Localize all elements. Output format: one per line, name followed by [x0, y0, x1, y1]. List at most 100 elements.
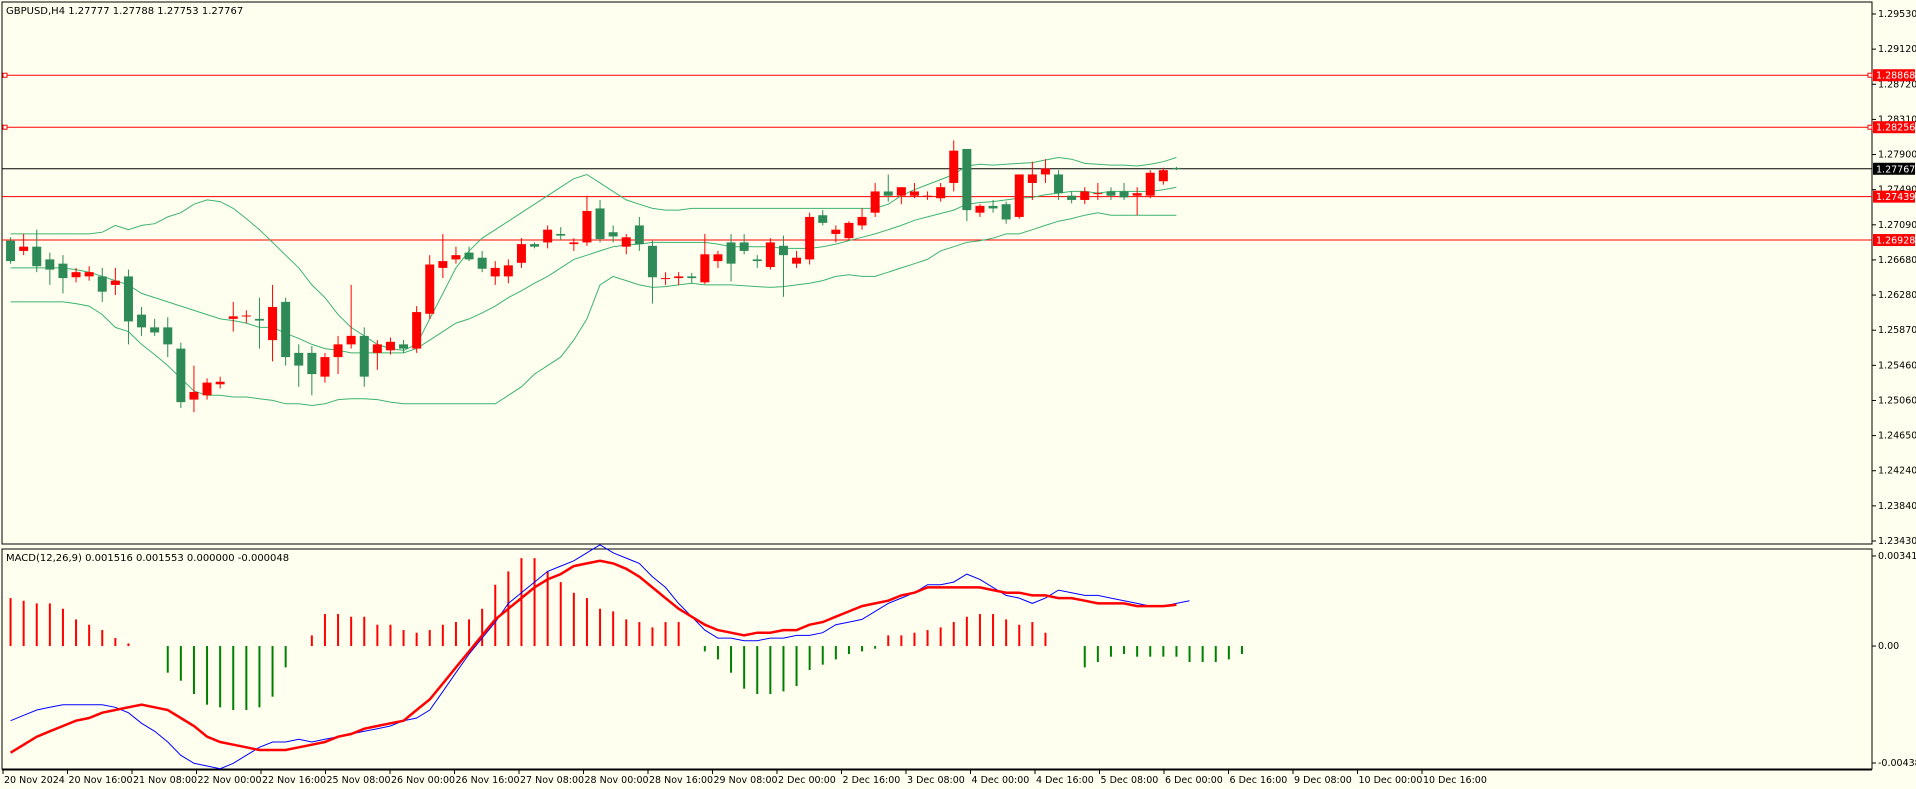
candle-body[interactable]: [320, 357, 330, 377]
candle-body[interactable]: [765, 242, 775, 268]
candle-body[interactable]: [896, 187, 906, 196]
candle-body[interactable]: [294, 352, 304, 366]
candle-body[interactable]: [739, 242, 749, 251]
candle-body[interactable]: [150, 327, 160, 333]
candle-body[interactable]: [1145, 172, 1155, 196]
candle-body[interactable]: [307, 352, 317, 375]
price-pane[interactable]: GBPUSD,H4 1.27777 1.27788 1.27753 1.2776…: [1, 1, 1873, 545]
candle-body[interactable]: [818, 215, 828, 223]
candle-body[interactable]: [1119, 191, 1129, 198]
candle-body[interactable]: [1093, 193, 1103, 195]
candle-body[interactable]: [97, 276, 107, 292]
candle-body[interactable]: [464, 252, 474, 260]
candle-body[interactable]: [530, 244, 540, 247]
candle-body[interactable]: [1158, 170, 1168, 182]
level-handle-icon[interactable]: [1867, 72, 1873, 78]
candle-body[interactable]: [909, 191, 919, 196]
level-handle-icon[interactable]: [2, 124, 8, 130]
candle-body[interactable]: [359, 335, 369, 377]
candle-body[interactable]: [556, 233, 566, 236]
candle-body[interactable]: [215, 381, 225, 385]
candle-body[interactable]: [805, 216, 815, 260]
candle-body[interactable]: [582, 210, 592, 243]
candle-body[interactable]: [975, 205, 985, 213]
candle-body[interactable]: [1080, 191, 1090, 200]
candle-body[interactable]: [1040, 168, 1050, 175]
candle-body[interactable]: [123, 276, 133, 322]
candle-body[interactable]: [477, 257, 487, 269]
candle-body[interactable]: [792, 257, 802, 264]
candle-body[interactable]: [962, 148, 972, 211]
candle-body[interactable]: [228, 316, 238, 319]
price-tick-label: 1.26680: [1878, 255, 1916, 266]
candle-body[interactable]: [163, 327, 173, 345]
price-tick-label: 1.23430: [1878, 536, 1916, 547]
candle-body[interactable]: [1171, 167, 1181, 169]
candle-body[interactable]: [778, 245, 788, 256]
candle-body[interactable]: [385, 341, 395, 351]
candle-body[interactable]: [6, 240, 16, 262]
candle-body[interactable]: [1106, 191, 1116, 196]
candle-body[interactable]: [831, 229, 841, 234]
candle-body[interactable]: [988, 205, 998, 209]
candle-body[interactable]: [870, 191, 880, 213]
candle-body[interactable]: [438, 261, 448, 268]
candle-body[interactable]: [71, 272, 81, 278]
candle-body[interactable]: [752, 259, 762, 262]
candle-body[interactable]: [857, 216, 867, 226]
candle-body[interactable]: [543, 229, 553, 243]
macd-pane[interactable]: MACD(12,26,9) 0.001516 0.001553 0.000000…: [1, 544, 1873, 770]
candle-body[interactable]: [595, 208, 605, 240]
candle-body[interactable]: [844, 222, 854, 239]
candle-body[interactable]: [608, 232, 618, 237]
candle-body[interactable]: [110, 280, 120, 285]
candle-body[interactable]: [372, 344, 382, 353]
level-handle-icon[interactable]: [1867, 124, 1873, 130]
candle-body[interactable]: [346, 335, 356, 345]
candle-body[interactable]: [1027, 174, 1037, 183]
candle-body[interactable]: [176, 348, 186, 403]
candle-body[interactable]: [254, 318, 264, 321]
price-tick-label: 1.26280: [1878, 290, 1916, 301]
candle-body[interactable]: [1014, 174, 1024, 217]
candle-body[interactable]: [58, 263, 68, 279]
candle-body[interactable]: [45, 259, 55, 270]
candle-body[interactable]: [1132, 193, 1142, 196]
candle-body[interactable]: [634, 225, 644, 245]
candle-body[interactable]: [137, 314, 147, 328]
candle-body[interactable]: [1067, 195, 1077, 200]
candle-body[interactable]: [84, 272, 94, 277]
candle-body[interactable]: [516, 244, 526, 263]
level-handle-icon[interactable]: [2, 72, 8, 78]
candle-body[interactable]: [674, 276, 684, 279]
candle-body[interactable]: [425, 264, 435, 314]
candle-body[interactable]: [189, 391, 199, 400]
candle-body[interactable]: [883, 191, 893, 196]
candle-body[interactable]: [949, 150, 959, 183]
candle-body[interactable]: [399, 344, 409, 349]
candle-body[interactable]: [268, 306, 278, 341]
candle-body[interactable]: [936, 187, 946, 199]
candle-body[interactable]: [503, 265, 513, 277]
candle-body[interactable]: [32, 246, 42, 267]
candle-body[interactable]: [687, 276, 697, 279]
candle-body[interactable]: [713, 254, 723, 262]
candle-body[interactable]: [281, 301, 291, 358]
candle-body[interactable]: [412, 312, 422, 349]
candle-body[interactable]: [490, 267, 500, 277]
candle-body[interactable]: [661, 278, 671, 280]
candle-body[interactable]: [569, 242, 579, 245]
candle-body[interactable]: [700, 254, 710, 283]
candle-body[interactable]: [202, 382, 212, 396]
candle-body[interactable]: [647, 245, 657, 278]
candle-body[interactable]: [923, 195, 933, 197]
candle-body[interactable]: [451, 255, 461, 260]
candle-body[interactable]: [1054, 174, 1064, 194]
candle-body[interactable]: [19, 246, 29, 251]
candle-body[interactable]: [1001, 204, 1011, 220]
candle-body[interactable]: [241, 315, 251, 317]
candle-body[interactable]: [726, 242, 736, 264]
candle-body[interactable]: [621, 237, 631, 247]
candle-body[interactable]: [333, 344, 343, 358]
